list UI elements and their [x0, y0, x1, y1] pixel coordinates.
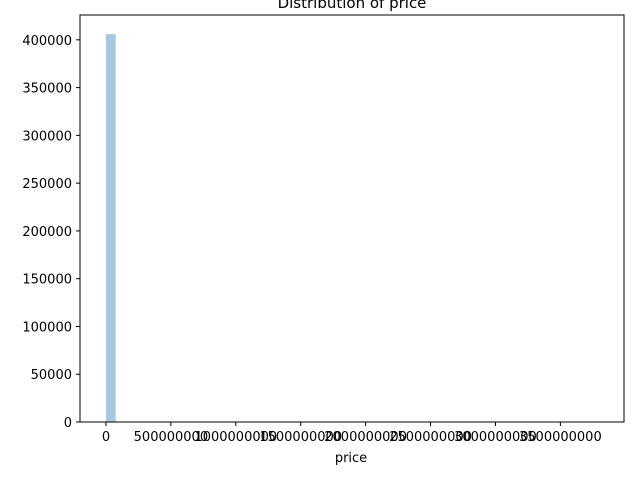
bars-group — [105, 34, 116, 423]
histogram-bar — [105, 34, 116, 423]
y-tick-label: 250000 — [22, 177, 72, 192]
y-tick-label: 0 — [64, 416, 72, 431]
x-ticks-group: 0 500000000100000000015000000002000000000… — [102, 422, 602, 445]
y-tick-label: 350000 — [22, 82, 72, 97]
y-tick-label: 400000 — [22, 34, 72, 49]
y-ticks-group: 0 50000 100000 150000 200000 250000 300000 3500… — [22, 34, 80, 431]
chart-title: Distribution of price — [278, 0, 427, 12]
y-tick-label: 50000 — [31, 368, 72, 383]
x-tick-label: 0 — [102, 430, 110, 445]
y-tick-label: 300000 — [22, 129, 72, 144]
axes-group — [79, 14, 625, 423]
x-tick-label: 3000000000 — [454, 430, 537, 445]
x-tick-label: 1000000000 — [194, 430, 277, 445]
x-tick-label: 1500000000 — [259, 430, 342, 445]
y-tick-label: 150000 — [22, 273, 72, 288]
x-tick-label: 2500000000 — [389, 430, 472, 445]
y-tick-label: 200000 — [22, 225, 72, 240]
x-axis-label: price — [335, 451, 367, 466]
x-tick-label: 2000000000 — [324, 430, 407, 445]
y-tick-label: 100000 — [22, 320, 72, 335]
x-tick-label: 500000000 — [134, 430, 208, 445]
plot-frame — [79, 14, 625, 423]
x-tick-label: 3500000000 — [519, 430, 602, 445]
